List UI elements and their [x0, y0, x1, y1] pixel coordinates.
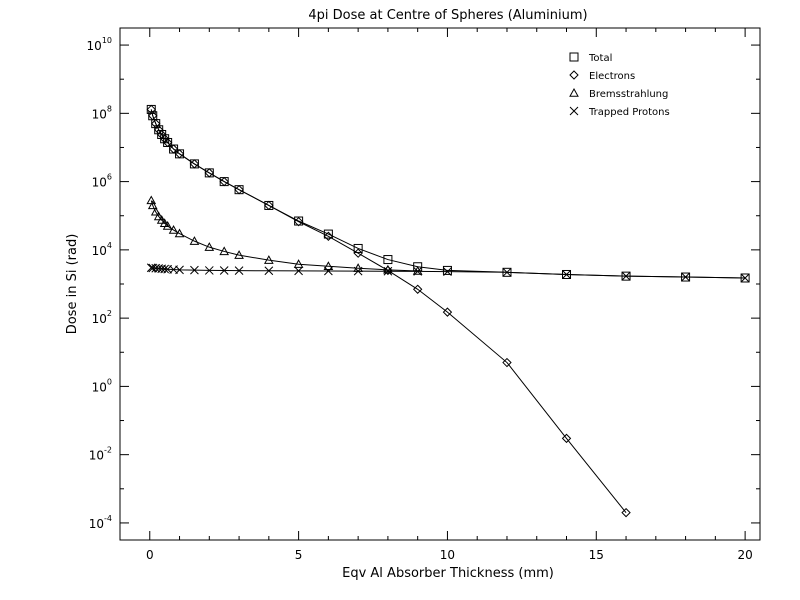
data-point-trapped-protons: [502, 267, 512, 277]
data-point-trapped-protons: [681, 272, 690, 282]
data-point-trapped-protons: [234, 266, 244, 276]
legend-marker-bremsstrahlung: [569, 87, 579, 97]
data-point-total: [442, 265, 452, 275]
series-trapped-protons: [146, 263, 750, 283]
y-tick-label: 106: [92, 173, 112, 190]
data-point-trapped-protons: [204, 266, 214, 275]
data-point-electrons: [234, 184, 244, 195]
y-tick-labels: 10-4 10-2 100 102 104 106 108 1010: [87, 36, 112, 531]
x-tick-label: 5: [295, 548, 303, 562]
y-tick-label: 10-2: [89, 446, 112, 463]
data-point-bremsstrahlung: [146, 195, 157, 205]
data-point-trapped-protons: [562, 270, 571, 279]
x-tick-label: 15: [589, 548, 604, 562]
series-line-electrons: [150, 109, 627, 513]
data-point-electrons: [442, 307, 453, 317]
data-point-electrons: [204, 168, 215, 178]
data-point-electrons: [353, 248, 363, 258]
data-point-bremsstrahlung: [153, 211, 164, 221]
data-point-electrons: [561, 433, 572, 444]
legend: Total Electrons Bremsstrahlung Trapped Prot…: [569, 52, 670, 118]
data-point-total: [353, 243, 363, 253]
legend-marker-total: [569, 52, 579, 62]
data-point-electrons: [162, 137, 173, 148]
data-point-trapped-protons: [175, 265, 184, 275]
legend-marker-trapped-protons: [569, 106, 579, 116]
data-point-bremsstrahlung: [204, 242, 215, 251]
chart-title: 4pi Dose at Centre of Spheres (Aluminium…: [308, 8, 587, 23]
legend-label-trapped-protons: Trapped Protons: [588, 107, 670, 118]
data-point-bremsstrahlung: [162, 220, 173, 230]
data-point-trapped-protons: [160, 264, 170, 274]
data-point-bremsstrahlung: [174, 228, 185, 238]
y-tick-label: 100: [92, 377, 112, 394]
axis-ticks: [120, 28, 760, 540]
data-point-bremsstrahlung: [293, 259, 304, 268]
legend-marker-electrons: [569, 70, 579, 80]
data-point-trapped-protons: [190, 265, 199, 275]
data-point-trapped-protons: [383, 266, 393, 276]
x-tick-label: 10: [440, 548, 455, 562]
data-point-bremsstrahlung: [234, 250, 244, 259]
data-point-trapped-protons: [413, 267, 423, 276]
data-point-electrons: [148, 111, 158, 121]
y-axis-label: Dose in Si (rad): [65, 234, 80, 335]
data-point-bremsstrahlung: [323, 261, 334, 271]
y-tick-label: 108: [92, 104, 112, 121]
x-axis-label: Eqv Al Absorber Thickness (mm): [342, 566, 554, 581]
data-point-electrons: [174, 149, 185, 159]
y-tick-label: 10-4: [89, 514, 112, 531]
y-tick-label: 104: [92, 241, 112, 258]
data-point-trapped-protons: [294, 266, 303, 276]
data-point-electrons: [168, 144, 179, 154]
data-point-electrons: [621, 507, 631, 518]
x-tick-label: 20: [737, 548, 752, 562]
data-point-electrons: [412, 284, 423, 294]
data-point-bremsstrahlung: [156, 214, 167, 224]
data-point-trapped-protons: [621, 271, 631, 281]
data-point-trapped-protons: [353, 266, 363, 276]
data-point-electrons: [156, 129, 167, 140]
legend-label-electrons: Electrons: [589, 71, 635, 82]
series-bremsstrahlung: [146, 195, 423, 275]
plot-frame: [119, 27, 761, 541]
data-point-bremsstrahlung: [147, 200, 158, 210]
data-point-bremsstrahlung: [263, 255, 274, 264]
data-point-electrons: [323, 231, 334, 241]
data-point-bremsstrahlung: [219, 246, 230, 256]
series-total: [146, 104, 750, 283]
data-point-trapped-protons: [264, 266, 274, 276]
data-point-electrons: [189, 159, 200, 169]
series-electrons: [146, 104, 631, 518]
data-point-electrons: [264, 200, 274, 211]
data-point-electrons: [159, 134, 170, 144]
data-point-trapped-protons: [219, 266, 229, 275]
data-point-electrons: [293, 216, 304, 227]
data-point-trapped-protons: [740, 273, 750, 283]
data-point-bremsstrahlung: [412, 265, 423, 275]
legend-label-total: Total: [588, 53, 612, 64]
data-point-electrons: [219, 176, 229, 187]
data-point-electrons: [502, 357, 512, 368]
data-point-bremsstrahlung: [150, 206, 161, 216]
x-tick-labels: 0 5 10 15 20: [146, 548, 753, 562]
data-point-total: [383, 255, 393, 265]
legend-label-bremsstrahlung: Bremsstrahlung: [589, 89, 668, 100]
data-point-trapped-protons: [443, 267, 452, 277]
data-point-electrons: [151, 118, 161, 129]
x-tick-label: 0: [146, 548, 154, 562]
data-point-bremsstrahlung: [189, 236, 200, 245]
y-tick-label: 102: [92, 309, 112, 326]
data-point-trapped-protons: [324, 266, 333, 276]
series-layer: [146, 104, 750, 518]
y-tick-label: 1010: [87, 36, 112, 53]
data-point-bremsstrahlung: [168, 225, 179, 234]
series-line-bremsstrahlung: [150, 200, 418, 272]
